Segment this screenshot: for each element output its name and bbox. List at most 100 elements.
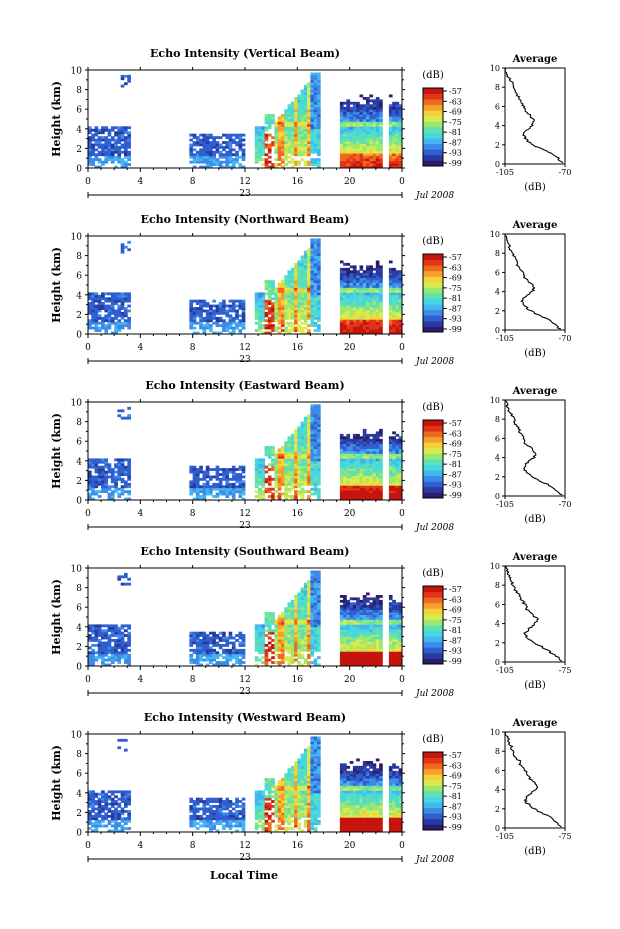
heatmap-cell [362, 294, 367, 298]
heatmap-cell [369, 465, 373, 469]
heatmap-cell [395, 331, 400, 335]
heatmap-cell [297, 428, 301, 432]
heatmap-cell [110, 470, 115, 474]
heatmap-cell [261, 128, 266, 132]
heatmap-cell [310, 99, 315, 103]
heatmap-cell [274, 304, 279, 308]
heatmap-cell [343, 150, 347, 154]
average-y-tick-label: 0 [495, 492, 500, 501]
heatmap-cell [117, 297, 122, 301]
heatmap-cell [264, 319, 269, 323]
heatmap-cell [195, 482, 200, 486]
heatmap-cell [369, 150, 373, 154]
heatmap-cell [317, 480, 321, 484]
heatmap-cell [192, 314, 197, 318]
heatmap-cell [94, 631, 99, 635]
heatmap-cell [254, 473, 259, 476]
heatmap-cell [294, 428, 298, 432]
heatmap-cell [205, 314, 210, 318]
heatmap-cell [300, 431, 305, 435]
heatmap-cell [375, 324, 380, 328]
colorbar-swatch [423, 254, 443, 260]
average-y-tick-label: 2 [495, 141, 500, 150]
heatmap-cell [310, 409, 315, 413]
heatmap-cell [195, 656, 200, 660]
heatmap-cell [192, 636, 197, 640]
heatmap-cell [349, 480, 354, 484]
heatmap-cell [300, 314, 305, 318]
heatmap-cell [366, 150, 370, 154]
heatmap-cell [284, 138, 288, 142]
heatmap-cell [356, 128, 360, 132]
heatmap-cell [300, 477, 305, 481]
heatmap-cell [398, 490, 403, 494]
heatmap-cell [215, 465, 220, 469]
heatmap-cell [114, 487, 118, 491]
heatmap-cell [366, 143, 370, 147]
heatmap-cell [124, 572, 128, 576]
heatmap-cell [297, 275, 301, 279]
heatmap-cell [205, 321, 210, 325]
heatmap-cell [271, 619, 275, 623]
heatmap-cell [392, 473, 396, 476]
heatmap-cell [362, 477, 367, 481]
heatmap-cell [346, 309, 351, 313]
heatmap-cell [398, 331, 403, 335]
heatmap-cell [124, 148, 128, 152]
heatmap-cell [192, 468, 197, 471]
heatmap-cell [356, 443, 360, 447]
heatmap-cell [212, 648, 216, 652]
heatmap-cell [110, 626, 115, 630]
heatmap-cell [228, 641, 233, 645]
heatmap-cell [349, 477, 354, 481]
heatmap-cell [372, 138, 377, 142]
heatmap-cell [359, 307, 364, 310]
heatmap-cell [104, 326, 109, 330]
heatmap-cell [317, 299, 321, 303]
heatmap-cell [375, 304, 380, 308]
heatmap-cell [195, 631, 200, 635]
heatmap-cell [307, 634, 311, 637]
heatmap-cell [228, 136, 233, 140]
heatmap-cell [356, 314, 360, 318]
heatmap-cell [124, 324, 128, 328]
heatmap-cell [388, 138, 393, 142]
heatmap-cell [124, 74, 128, 78]
heatmap-cell [277, 309, 282, 313]
heatmap-cell [199, 314, 203, 318]
heatmap-cell [392, 438, 396, 442]
heatmap-cell [277, 319, 282, 323]
heatmap-cell [346, 331, 351, 335]
heatmap-cell [254, 658, 259, 662]
heatmap-cell [395, 145, 400, 149]
heatmap-cell [264, 138, 269, 142]
heatmap-cell [281, 612, 285, 615]
heatmap-cell [392, 431, 396, 435]
heatmap-cell [88, 473, 92, 476]
y-tick-label: 8 [76, 86, 82, 96]
heatmap-cell [277, 497, 282, 501]
heatmap-cell [297, 299, 301, 303]
heatmap-cell [313, 145, 318, 149]
heatmap-cell [97, 631, 102, 635]
heatmap-cell [349, 136, 354, 140]
heatmap-cell [300, 612, 305, 615]
heatmap-cell [300, 482, 305, 486]
heatmap-cell [261, 302, 266, 305]
heatmap-cell [264, 143, 269, 147]
heatmap-cell [290, 636, 295, 640]
heatmap-cell [388, 282, 393, 286]
heatmap-cell [91, 624, 95, 628]
heatmap-cell [281, 646, 285, 650]
heatmap-cell [195, 490, 200, 494]
colorbar-swatch [423, 88, 443, 94]
heatmap-cell [271, 314, 275, 318]
heatmap-cell [114, 141, 118, 144]
heatmap-cell [388, 270, 393, 274]
heatmap-cell [388, 331, 393, 335]
heatmap-cell [307, 653, 311, 657]
heatmap-cell [205, 644, 210, 647]
heatmap-cell [290, 482, 295, 486]
heatmap-cell [284, 280, 288, 283]
heatmap-cell [195, 143, 200, 147]
